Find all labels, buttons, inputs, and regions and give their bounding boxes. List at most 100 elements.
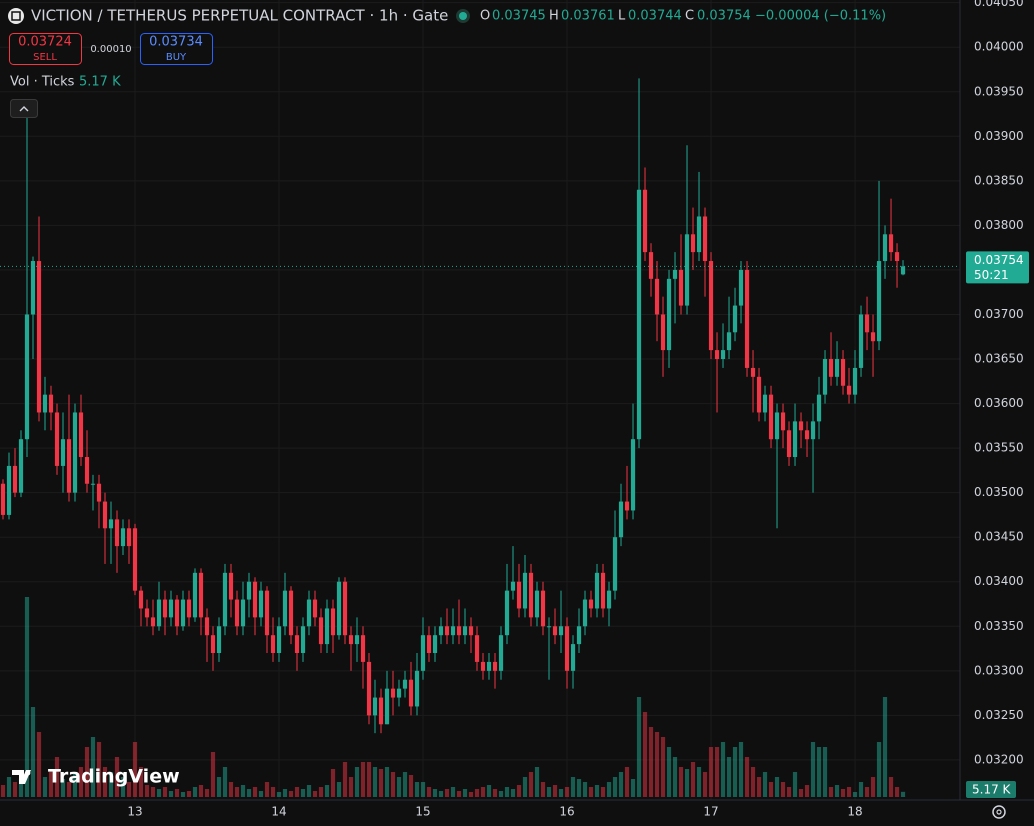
volume-bar bbox=[450, 787, 456, 797]
collapse-button[interactable] bbox=[10, 99, 38, 118]
ohlc-key: L bbox=[618, 9, 626, 24]
candle-body bbox=[204, 617, 210, 636]
candle-body bbox=[300, 626, 306, 654]
candle-body bbox=[654, 278, 660, 315]
volume-last-label: 5.17 K bbox=[972, 783, 1012, 797]
settings-icon-center[interactable] bbox=[996, 809, 1002, 815]
candle-body bbox=[768, 394, 774, 440]
sell-box[interactable] bbox=[9, 33, 82, 65]
candle-body bbox=[162, 599, 168, 618]
buy-price[interactable]: 0.03734 bbox=[149, 35, 203, 50]
volume-bar bbox=[42, 777, 48, 797]
candle-body bbox=[258, 590, 264, 618]
volume-bar bbox=[324, 785, 330, 797]
candle-body bbox=[876, 261, 882, 342]
candle-body bbox=[618, 501, 624, 538]
symbol-icon-mark bbox=[11, 11, 21, 21]
candle-body bbox=[24, 314, 30, 440]
y-tick-label: 0.03850 bbox=[974, 173, 1024, 187]
buy-label[interactable]: BUY bbox=[166, 52, 187, 63]
sell-label[interactable]: SELL bbox=[33, 52, 57, 63]
volume-bar bbox=[462, 789, 468, 797]
candle-body bbox=[582, 599, 588, 627]
last-price-label: 0.03754 bbox=[974, 253, 1024, 267]
volume-bar bbox=[276, 792, 282, 797]
candle-body bbox=[456, 626, 462, 636]
candle-body bbox=[630, 439, 636, 511]
buy-box[interactable] bbox=[140, 33, 213, 65]
y-tick-label: 0.03650 bbox=[974, 352, 1024, 366]
volume-bar bbox=[120, 777, 126, 797]
countdown: 50:21 bbox=[974, 268, 1009, 282]
volume-bar bbox=[216, 777, 222, 797]
volume-bar bbox=[60, 779, 66, 797]
volume-bar bbox=[210, 752, 216, 797]
volume-bar bbox=[756, 777, 762, 797]
candle-body bbox=[828, 359, 834, 377]
sell-price[interactable]: 0.03724 bbox=[18, 35, 72, 50]
volume-bar bbox=[84, 747, 90, 797]
volume-bar bbox=[846, 787, 852, 797]
y-tick-label: 0.03450 bbox=[974, 530, 1024, 544]
candle-body bbox=[720, 350, 726, 360]
sell-button[interactable]: 0.03724 SELL bbox=[9, 33, 82, 65]
buy-button[interactable]: 0.03734 BUY bbox=[140, 33, 213, 65]
volume-bar bbox=[588, 787, 594, 797]
candle-body bbox=[66, 439, 72, 493]
candle-body bbox=[132, 528, 138, 591]
candle-body bbox=[780, 412, 786, 431]
volume-bar bbox=[744, 757, 750, 797]
volume-bar bbox=[300, 789, 306, 797]
candle-body bbox=[102, 501, 108, 529]
y-tick-label: 0.03400 bbox=[974, 574, 1024, 588]
candle-body bbox=[360, 635, 366, 662]
candle-body bbox=[240, 599, 246, 627]
candle-body bbox=[558, 626, 564, 636]
volume-bar bbox=[810, 742, 816, 797]
candle-body bbox=[120, 528, 126, 547]
candle-body bbox=[180, 599, 186, 627]
volume-bar bbox=[408, 775, 414, 797]
volume-bar bbox=[666, 747, 672, 797]
candle-body bbox=[882, 234, 888, 262]
volume-bar bbox=[546, 787, 552, 797]
candle-body bbox=[756, 376, 762, 413]
candle-body bbox=[144, 608, 150, 618]
candle-body bbox=[648, 252, 654, 279]
volume-pane bbox=[0, 597, 906, 797]
volume-bar bbox=[102, 767, 108, 797]
candle-body bbox=[846, 385, 852, 395]
candle-body bbox=[612, 537, 618, 591]
candle-body bbox=[852, 367, 858, 395]
volume-bar bbox=[708, 747, 714, 797]
candle-body bbox=[372, 697, 378, 716]
settings-icon[interactable] bbox=[992, 805, 1006, 819]
candle-body bbox=[30, 261, 36, 315]
candle-body bbox=[228, 572, 234, 600]
volume-value: 5.17 K bbox=[79, 75, 121, 90]
ohlc-value: 0.03745 bbox=[492, 9, 546, 24]
candle-body bbox=[192, 572, 198, 618]
candle-body bbox=[798, 421, 804, 431]
volume-bar bbox=[750, 767, 756, 797]
candle-body bbox=[732, 305, 738, 333]
candle-body bbox=[276, 626, 282, 654]
candle-body bbox=[282, 590, 288, 627]
volume-last-box bbox=[966, 781, 1016, 798]
volume-bar bbox=[594, 785, 600, 797]
candle-body bbox=[348, 635, 354, 645]
volume-bar bbox=[186, 791, 192, 797]
candle-body bbox=[450, 626, 456, 636]
volume-bar bbox=[264, 782, 270, 797]
volume-bar bbox=[732, 747, 738, 797]
candle-body bbox=[168, 599, 174, 618]
candle-body bbox=[12, 465, 18, 493]
volume-bar bbox=[612, 777, 618, 797]
volume-bar bbox=[552, 785, 558, 797]
collapse-icon[interactable] bbox=[19, 106, 29, 112]
volume-bar bbox=[234, 787, 240, 797]
y-tick-label: 0.03500 bbox=[974, 485, 1024, 499]
volume-bar bbox=[48, 772, 54, 797]
volume-bar bbox=[192, 787, 198, 797]
